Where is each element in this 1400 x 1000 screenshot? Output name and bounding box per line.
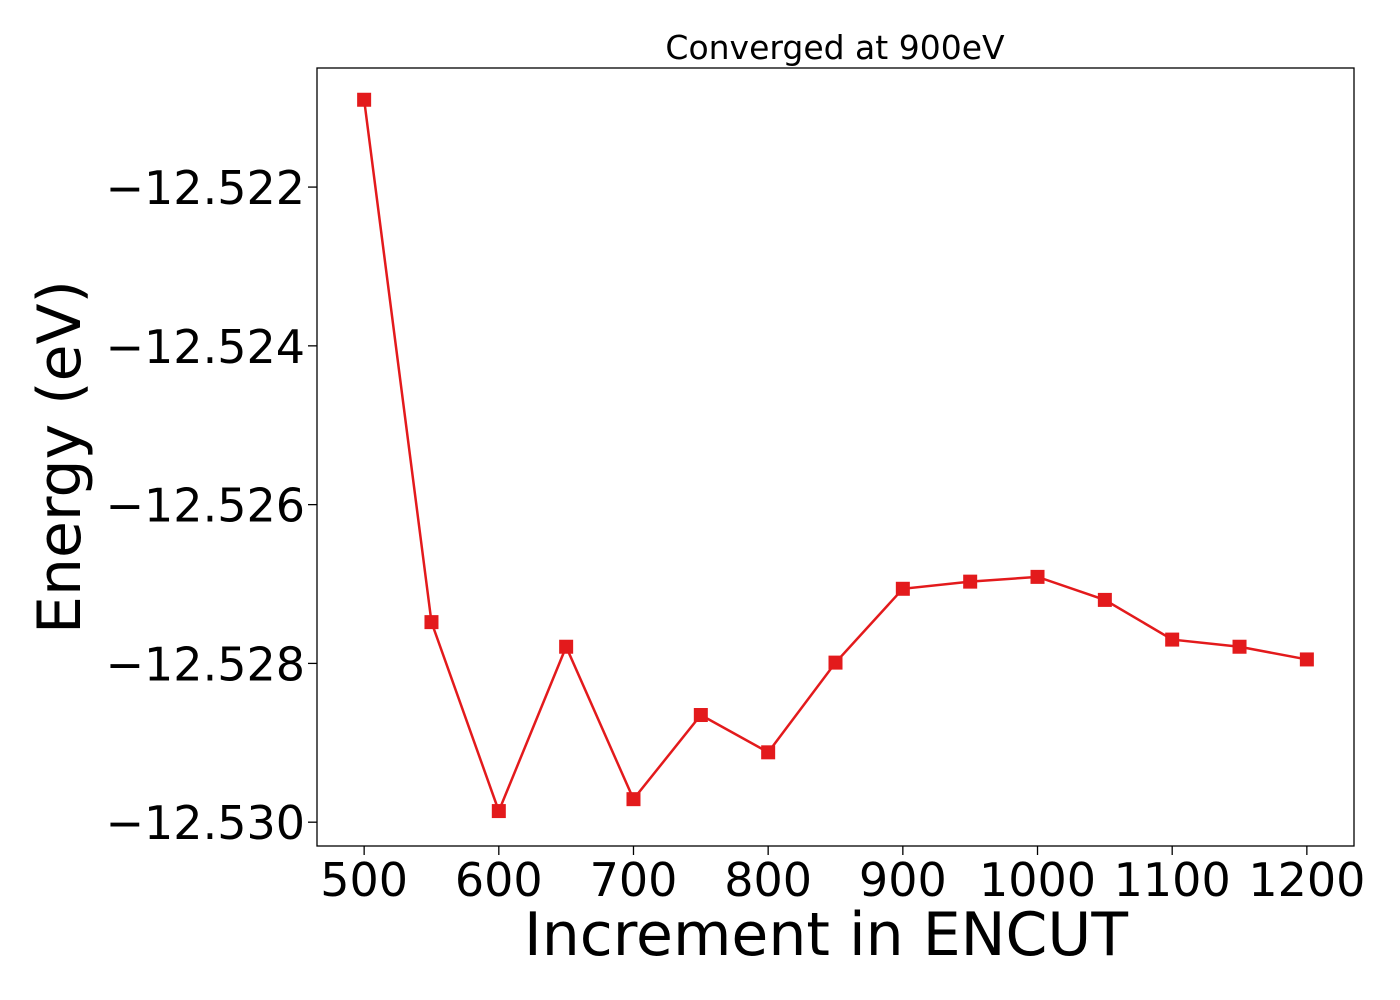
y-axis-ticks: −12.522 −12.524 −12.526 −12.528 −12.530 [106, 161, 317, 850]
x-tick-label: 1200 [1248, 853, 1365, 907]
y-tick-label: −12.526 [106, 479, 306, 533]
data-point-marker [1097, 592, 1112, 607]
data-point-marker [1232, 639, 1247, 654]
data-point-marker [895, 581, 910, 596]
x-axis-ticks: 500 600 700 800 900 1000 1100 1200 [320, 846, 1365, 907]
y-tick-label: −12.524 [106, 320, 306, 374]
x-tick-label: 1100 [1114, 853, 1231, 907]
x-axis-title: Increment in ENCUT [524, 900, 1128, 970]
data-point-marker [491, 804, 506, 819]
x-tick-label: 600 [455, 853, 543, 907]
data-point-marker [1299, 652, 1314, 667]
data-point-marker [357, 92, 372, 107]
data-point-marker [559, 639, 574, 654]
data-point-marker [828, 655, 843, 670]
x-tick-label: 500 [320, 853, 408, 907]
y-tick-label: −12.528 [106, 637, 306, 691]
x-tick-label: 700 [590, 853, 678, 907]
data-point-marker [1030, 569, 1045, 584]
chart-title: Converged at 900eV [665, 28, 1005, 67]
plot-area-frame [316, 67, 1355, 847]
data-point-marker [693, 708, 708, 723]
y-axis-title: Energy (eV) [25, 280, 95, 634]
data-point-marker [761, 745, 776, 760]
x-tick-label: 1000 [979, 853, 1096, 907]
x-tick-label: 800 [724, 853, 812, 907]
data-point-marker [424, 615, 439, 630]
series-layer [357, 92, 1314, 819]
x-tick-label: 900 [859, 853, 947, 907]
data-point-marker [1165, 632, 1180, 647]
y-tick-label: −12.530 [106, 796, 306, 850]
y-tick-label: −12.522 [106, 161, 306, 215]
data-point-marker [963, 574, 978, 589]
data-point-marker [626, 792, 641, 807]
